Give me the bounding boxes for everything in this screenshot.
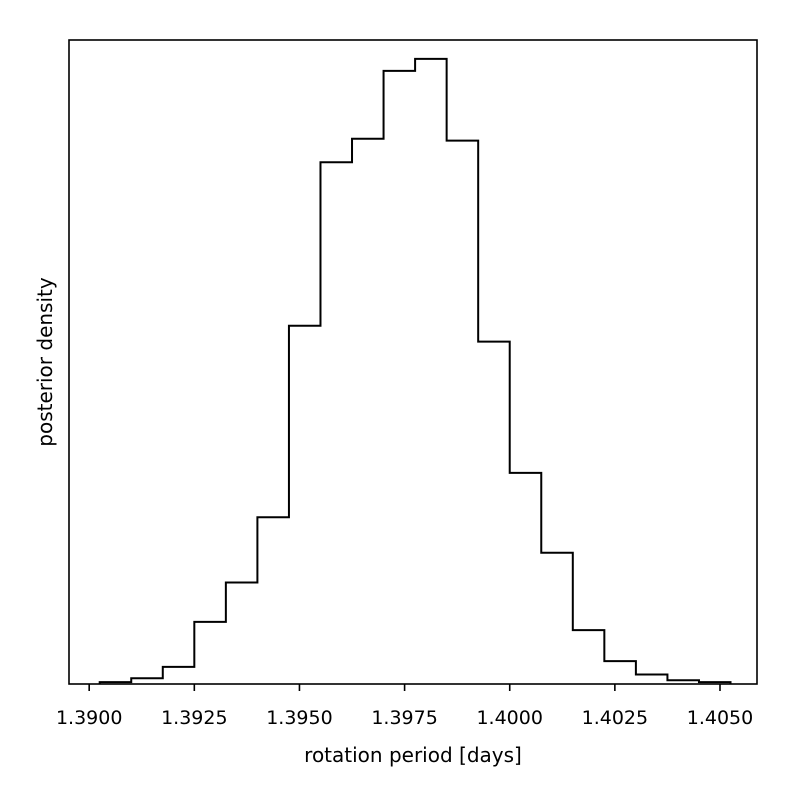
x-axis-ticks: 1.3900 1.3925 1.3950 1.3975 1.4000 1.4025 1.40… [56, 684, 753, 729]
plot-area [100, 59, 731, 684]
histogram-bin [257, 517, 289, 684]
x-tick-label: 1.3925 [161, 707, 227, 729]
x-tick-label: 1.3950 [266, 707, 332, 729]
histogram-bin [226, 583, 258, 684]
x-tick-label: 1.3975 [371, 707, 437, 729]
histogram-bin [194, 622, 226, 684]
histogram-bin [636, 674, 668, 684]
histogram-step-line [98, 57, 732, 684]
x-tick-label: 1.4025 [582, 707, 648, 729]
histogram-bin [447, 141, 479, 684]
histogram-bin [352, 139, 384, 684]
histogram-bin [163, 667, 195, 684]
histogram-bin [415, 59, 447, 684]
histogram-bin [478, 342, 510, 684]
x-tick-label: 1.4050 [687, 707, 753, 729]
x-tick-label: 1.4000 [476, 707, 542, 729]
histogram-bin [384, 71, 416, 684]
histogram-bin [573, 630, 605, 684]
y-axis-label: posterior density [33, 277, 57, 447]
histogram-bin [541, 553, 573, 684]
axes-frame [68, 39, 758, 685]
histogram-bin [289, 326, 321, 684]
x-tick-label: 1.3900 [56, 707, 122, 729]
histogram-bin [510, 473, 542, 684]
histogram-bin [604, 661, 636, 684]
histogram-bin [320, 162, 352, 684]
x-axis-label: rotation period [days] [304, 743, 522, 767]
